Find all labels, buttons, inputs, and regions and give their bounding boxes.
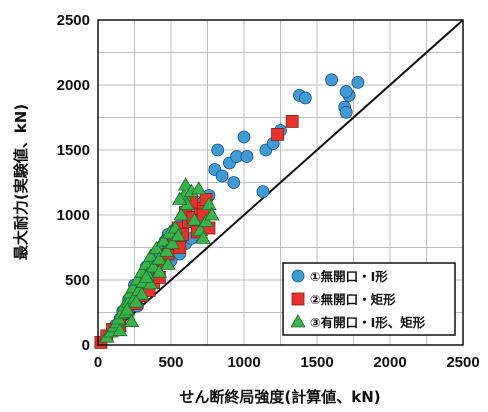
data-point-series-1 [211, 143, 225, 157]
data-point-series-3 [123, 313, 140, 328]
data-point-series-3 [177, 177, 194, 191]
data-point-series-3 [204, 207, 220, 221]
y-tick-label: 2000 [57, 77, 90, 94]
y-tick-labels: 0 500 1000 1500 2000 2500 [57, 12, 90, 354]
data-point-series-3 [164, 235, 181, 250]
data-point-series-3 [148, 241, 165, 255]
plot-border [97, 19, 464, 346]
data-point-series-3 [201, 196, 217, 211]
legend-box [282, 262, 456, 336]
data-point-series-3 [134, 286, 150, 300]
y-tick-label: 1500 [57, 142, 90, 159]
legend-marker-triangle [290, 314, 306, 328]
data-point-series-3 [195, 230, 211, 244]
legend-label: ②無開口・矩形 [310, 292, 396, 307]
data-point-series-1 [237, 130, 251, 144]
x-tick-label: 500 [158, 354, 183, 371]
data-point-series-3 [119, 302, 135, 316]
data-points [94, 73, 365, 349]
data-point-series-2 [271, 127, 284, 141]
data-point-series-1 [325, 73, 339, 87]
data-point-series-1 [298, 91, 312, 105]
x-tick-label: 1500 [300, 354, 333, 371]
data-point-series-3 [138, 269, 154, 283]
x-tick-labels: 0 500 1000 1500 2000 2500 [94, 354, 480, 371]
data-point-series-3 [112, 322, 128, 337]
reference-line-y-equals-x [97, 19, 464, 346]
legend-label: ①無開口・I形 [310, 269, 388, 284]
data-point-series-3 [128, 294, 144, 308]
y-tick-label: 2500 [57, 12, 90, 29]
data-point-series-3 [170, 228, 186, 242]
data-point-series-3 [151, 264, 168, 278]
data-point-series-2 [285, 115, 299, 128]
legend-marker-square [291, 292, 305, 306]
data-point-series-3 [160, 256, 176, 270]
legend-label: ③有開口・I形、矩形 [310, 315, 426, 330]
data-point-series-1 [339, 85, 353, 98]
data-point-series-3 [172, 191, 188, 205]
data-point-series-3 [142, 248, 159, 263]
x-tick-label: 0 [94, 354, 102, 371]
data-point-series-3 [198, 213, 214, 227]
y-axis-title: 最大耐力(実験値、kN) [12, 104, 30, 260]
data-point-series-3 [173, 207, 189, 221]
data-point-series-1 [240, 150, 254, 163]
x-tick-label: 1000 [227, 354, 260, 371]
legend: ①無開口・I形 ②無開口・矩形 ③有開口・I形、矩形 [282, 262, 456, 336]
data-point-series-1 [215, 169, 229, 183]
y-tick-label: 1000 [57, 207, 90, 224]
data-point-series-3 [186, 212, 203, 226]
data-point-series-3 [156, 233, 172, 247]
data-point-series-1 [339, 105, 353, 119]
data-point-series-1 [256, 185, 270, 199]
data-point-series-3 [158, 243, 175, 257]
y-tick-label: 0 [82, 337, 90, 354]
x-tick-label: 2500 [446, 354, 479, 371]
legend-marker-circle [291, 269, 305, 283]
x-axis-title: せん断終局強度(計算値、kN) [179, 388, 380, 406]
data-point-series-3 [151, 251, 168, 265]
data-point-series-3 [142, 276, 159, 290]
data-point-series-1 [351, 76, 365, 89]
y-tick-label: 500 [65, 272, 90, 289]
data-point-series-1 [227, 176, 241, 189]
data-point-series-3 [191, 181, 207, 195]
x-tick-label: 2000 [373, 354, 406, 371]
